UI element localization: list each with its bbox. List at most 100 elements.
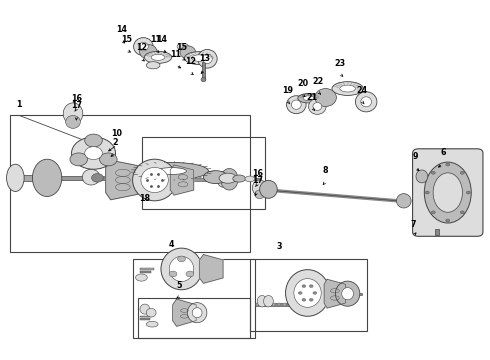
Ellipse shape: [147, 321, 158, 327]
Ellipse shape: [287, 96, 306, 114]
Text: 4: 4: [169, 240, 174, 249]
FancyBboxPatch shape: [413, 149, 483, 236]
Text: 16: 16: [71, 94, 82, 103]
Polygon shape: [106, 160, 138, 200]
Circle shape: [99, 153, 117, 166]
Ellipse shape: [147, 62, 160, 69]
Text: 13: 13: [199, 54, 210, 63]
Text: 10: 10: [112, 129, 122, 138]
Ellipse shape: [313, 103, 322, 111]
Circle shape: [85, 147, 102, 159]
FancyBboxPatch shape: [140, 316, 152, 317]
Ellipse shape: [335, 281, 360, 306]
FancyBboxPatch shape: [267, 303, 270, 306]
FancyBboxPatch shape: [277, 303, 280, 306]
Ellipse shape: [151, 54, 165, 60]
Text: 11: 11: [170, 50, 181, 59]
FancyBboxPatch shape: [15, 175, 47, 181]
Ellipse shape: [82, 169, 100, 185]
Ellipse shape: [252, 180, 267, 196]
Ellipse shape: [294, 279, 321, 307]
Ellipse shape: [433, 173, 463, 212]
Ellipse shape: [203, 171, 228, 184]
Ellipse shape: [161, 248, 202, 290]
Text: 3: 3: [276, 242, 282, 251]
Ellipse shape: [192, 308, 202, 318]
Circle shape: [302, 298, 306, 301]
Circle shape: [186, 271, 194, 277]
Ellipse shape: [424, 162, 471, 223]
Text: 17: 17: [71, 101, 82, 110]
Ellipse shape: [315, 89, 336, 107]
Ellipse shape: [139, 42, 148, 51]
Ellipse shape: [145, 51, 171, 63]
FancyBboxPatch shape: [435, 229, 440, 234]
Text: 12: 12: [185, 57, 196, 66]
Ellipse shape: [177, 43, 189, 50]
Text: 14: 14: [156, 35, 168, 44]
Ellipse shape: [217, 171, 229, 187]
Ellipse shape: [257, 296, 267, 307]
Ellipse shape: [220, 168, 238, 190]
FancyBboxPatch shape: [283, 303, 286, 306]
FancyBboxPatch shape: [98, 176, 143, 180]
Ellipse shape: [140, 44, 157, 59]
Circle shape: [313, 292, 317, 294]
Text: 19: 19: [283, 86, 294, 95]
Ellipse shape: [135, 162, 208, 180]
Text: 5: 5: [176, 281, 182, 290]
Ellipse shape: [303, 96, 314, 100]
FancyBboxPatch shape: [140, 319, 150, 320]
Circle shape: [431, 171, 435, 174]
Ellipse shape: [187, 303, 207, 323]
Polygon shape: [324, 279, 345, 308]
Circle shape: [302, 285, 306, 288]
FancyBboxPatch shape: [261, 303, 264, 306]
Ellipse shape: [147, 309, 156, 317]
Ellipse shape: [255, 190, 265, 199]
FancyBboxPatch shape: [192, 178, 221, 181]
Circle shape: [309, 285, 313, 288]
Ellipse shape: [292, 100, 301, 109]
Ellipse shape: [134, 38, 153, 55]
Circle shape: [298, 292, 302, 294]
Ellipse shape: [361, 97, 371, 107]
FancyBboxPatch shape: [256, 303, 259, 306]
Ellipse shape: [416, 170, 428, 183]
Ellipse shape: [141, 167, 168, 193]
Ellipse shape: [260, 180, 277, 198]
Ellipse shape: [298, 94, 319, 103]
Text: 24: 24: [357, 86, 368, 95]
Ellipse shape: [342, 288, 353, 300]
FancyBboxPatch shape: [140, 268, 154, 270]
Text: 15: 15: [176, 42, 187, 51]
Ellipse shape: [184, 51, 214, 64]
Text: 7: 7: [411, 220, 416, 229]
Text: 8: 8: [323, 166, 328, 175]
Ellipse shape: [355, 92, 377, 112]
Circle shape: [169, 271, 177, 277]
Circle shape: [70, 153, 88, 166]
Text: 14: 14: [116, 26, 127, 35]
Circle shape: [177, 256, 185, 262]
Ellipse shape: [136, 274, 147, 281]
Polygon shape: [172, 299, 196, 326]
Ellipse shape: [192, 55, 206, 61]
Ellipse shape: [202, 54, 212, 63]
Circle shape: [431, 211, 435, 214]
Text: 18: 18: [139, 194, 150, 203]
FancyBboxPatch shape: [272, 303, 275, 306]
Circle shape: [466, 191, 470, 194]
Circle shape: [446, 219, 450, 222]
Circle shape: [425, 191, 429, 194]
Ellipse shape: [332, 82, 363, 95]
Ellipse shape: [92, 174, 103, 182]
FancyBboxPatch shape: [140, 271, 151, 273]
FancyBboxPatch shape: [57, 176, 84, 180]
Text: 23: 23: [335, 59, 346, 68]
Ellipse shape: [197, 49, 217, 68]
Ellipse shape: [157, 168, 186, 175]
Ellipse shape: [245, 176, 255, 182]
Text: 16: 16: [252, 169, 263, 178]
Circle shape: [72, 137, 116, 169]
